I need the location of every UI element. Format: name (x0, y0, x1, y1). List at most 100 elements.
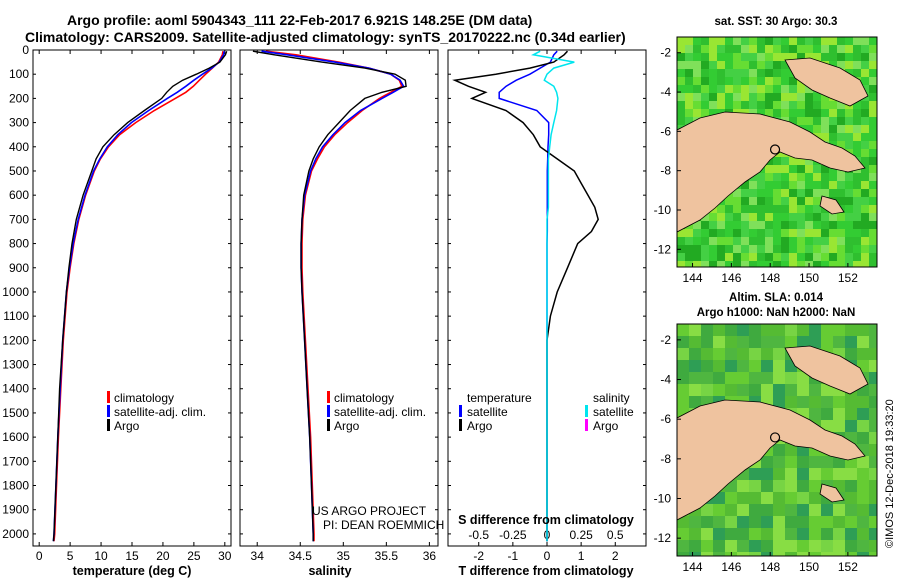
sla-map-pixel (737, 480, 749, 492)
s-tick-label: 0.25 (569, 528, 593, 542)
sst-map-pixel (685, 109, 693, 117)
sla-map-pixel (749, 504, 761, 516)
sst-map-pixel (677, 37, 685, 45)
sst-map-pixel (749, 181, 757, 189)
sla-map-pixel (689, 324, 701, 336)
legend-swatch-t-satellite (459, 405, 462, 417)
depth-tick-label: 100 (9, 67, 29, 81)
depth-tick-label: 1900 (2, 503, 29, 517)
salinity-plot-frame (239, 49, 439, 547)
sst-map-pixel (821, 125, 829, 133)
sla-map: 144 146 148 150 152 -2 -4 -6 -8 -10 -12 (654, 323, 878, 574)
sla-map-pixel (737, 552, 749, 556)
sla-map-pixel (713, 504, 725, 516)
sst-map-pixel (829, 237, 837, 245)
legend-label-argo: Argo (334, 419, 360, 433)
sst-map-pixel (757, 85, 765, 93)
sla-map-pixel (797, 516, 809, 528)
sst-map-pixel (725, 77, 733, 85)
sst-map-pixel (805, 181, 813, 189)
x-tick-label: -2 (473, 549, 484, 563)
sla-map-pixel (725, 504, 737, 516)
sst-map-pixel (869, 157, 877, 165)
sst-map-pixel (725, 221, 733, 229)
sst-map-pixel (749, 85, 757, 93)
sst-map-pixel (813, 189, 821, 197)
sst-map-pixel (773, 45, 781, 53)
sst-map-pixel (765, 261, 773, 267)
sst-map-pixel (757, 205, 765, 213)
sst-map-pixel (693, 37, 701, 45)
depth-tick-label: 1300 (2, 358, 29, 372)
sst-map-pixel (805, 221, 813, 229)
sst-map-pixel (709, 109, 717, 117)
sst-map-pixel (837, 101, 845, 109)
sla-map-pixel (821, 324, 833, 336)
sst-map-pixel (717, 221, 725, 229)
sst-map-pixel (709, 85, 717, 93)
legend-swatch-s-satellite (585, 405, 588, 417)
sst-map-pixel (789, 245, 797, 253)
sla-map-pixel (869, 384, 877, 396)
series-line-t-argo (452, 50, 600, 542)
sla-map-pixel (701, 336, 713, 348)
figure-title-line1: Argo profile: aoml 5904343_111 22-Feb-20… (67, 12, 532, 28)
sla-map-pixel (737, 528, 749, 540)
small-island (819, 195, 845, 215)
sla-map-pixel (809, 384, 821, 396)
sst-map-pixel (757, 253, 765, 261)
sst-map-pixel (821, 237, 829, 245)
legend-swatch-climatology (327, 391, 330, 403)
sst-map-pixel (741, 101, 749, 109)
sst-map-pixel (845, 45, 853, 53)
sst-map-pixel (797, 93, 805, 101)
map-y-tick-label: -2 (660, 46, 671, 60)
sla-map-pixel (737, 348, 749, 360)
sla-map-pixel (869, 348, 877, 360)
sla-map-pixel (689, 552, 701, 556)
sst-map-pixel (685, 37, 693, 45)
sst-map-pixel (821, 189, 829, 197)
sst-map-pixel (709, 261, 717, 267)
sst-map-pixel (853, 213, 861, 221)
sla-map-pixel (833, 396, 845, 408)
sst-map-pixel (805, 157, 813, 165)
sst-map-pixel (725, 69, 733, 77)
sla-map-pixel (773, 504, 785, 516)
sla-map-pixel (677, 528, 689, 540)
sla-map-pixel (761, 552, 773, 556)
sst-map-pixel (749, 213, 757, 221)
sst-map-pixel (741, 237, 749, 245)
sla-map-pixel (797, 324, 809, 336)
salinity-series (252, 50, 407, 542)
sla-map-pixel (701, 552, 713, 556)
sst-map-pixel (789, 157, 797, 165)
sla-map-pixel (809, 396, 821, 408)
sst-map-pixel (797, 109, 805, 117)
sst-map-pixel (677, 101, 685, 109)
sst-map-pixel (853, 197, 861, 205)
x-tick-label: 20 (156, 549, 170, 563)
sst-map-pixel (741, 77, 749, 85)
sla-map-pixel (809, 456, 821, 468)
sst-map-pixel (837, 229, 845, 237)
sst-map-pixel (733, 77, 741, 85)
sla-map-pixel (749, 540, 761, 552)
sst-map-pixel (717, 61, 725, 69)
sst-map-pixel (677, 237, 685, 245)
small-island (819, 483, 845, 503)
x-tick-label: 5 (67, 549, 74, 563)
sst-map-pixel (789, 85, 797, 93)
sst-map-pixel (829, 189, 837, 197)
sst-map-pixel (733, 61, 741, 69)
sst-map-pixel (861, 181, 869, 189)
sst-map-frame (676, 36, 878, 268)
sst-map-pixel (861, 61, 869, 69)
sst-map-pixel (677, 109, 685, 117)
sst-map-pixel (717, 205, 725, 213)
sst-map-pixel (709, 45, 717, 53)
sla-map-pixel (845, 480, 857, 492)
new-britain-island (784, 57, 869, 107)
sst-map-pixel (725, 205, 733, 213)
sst-map-pixel (869, 253, 877, 261)
